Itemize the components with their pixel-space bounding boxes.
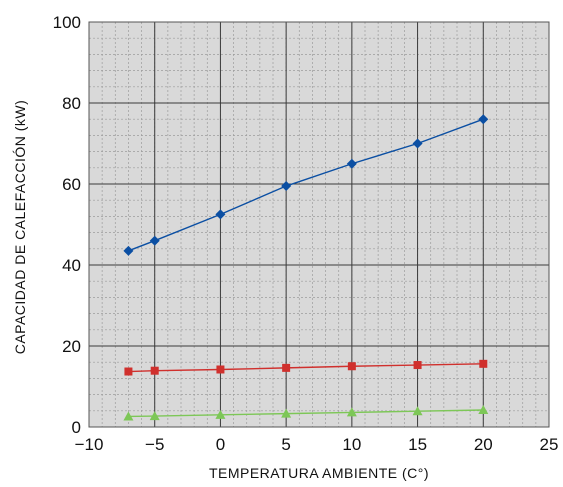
y-tick-label: 40 bbox=[62, 256, 81, 275]
data-point bbox=[215, 209, 226, 220]
data-point bbox=[281, 181, 292, 192]
y-tick-label: 60 bbox=[62, 175, 81, 194]
y-axis-label: CAPACIDAD DE CALEFACCIÓN (kW) bbox=[12, 100, 28, 355]
x-tick-label: 15 bbox=[408, 435, 427, 454]
y-tick-label: 80 bbox=[62, 94, 81, 113]
data-point bbox=[347, 362, 356, 371]
x-tick-label: 25 bbox=[540, 435, 559, 454]
data-point bbox=[123, 411, 134, 421]
series-3 bbox=[123, 404, 489, 421]
series-layer bbox=[123, 114, 489, 421]
plot-frame bbox=[88, 21, 550, 428]
data-point bbox=[478, 404, 489, 414]
y-tick-labels: 0 20 40 60 80 100 bbox=[53, 13, 81, 437]
x-tick-label: −10 bbox=[75, 435, 104, 454]
x-tick-labels: −10 −5 0 5 10 15 20 25 bbox=[75, 435, 559, 454]
data-point bbox=[215, 409, 226, 419]
data-point bbox=[149, 235, 160, 246]
x-tick-label: 0 bbox=[216, 435, 225, 454]
data-point bbox=[150, 366, 159, 375]
data-point bbox=[149, 411, 160, 421]
x-tick-label: 10 bbox=[342, 435, 361, 454]
data-point bbox=[479, 359, 488, 368]
x-axis-label: TEMPERATURA AMBIENTE (C°) bbox=[209, 465, 429, 481]
y-tick-label: 20 bbox=[62, 337, 81, 356]
data-point bbox=[124, 367, 133, 376]
data-point bbox=[281, 408, 292, 418]
data-point bbox=[216, 365, 225, 374]
data-point bbox=[346, 158, 357, 169]
y-tick-label: 100 bbox=[53, 13, 81, 32]
y-tick-label: 0 bbox=[72, 418, 81, 437]
series-2 bbox=[124, 359, 488, 376]
x-tick-label: 20 bbox=[474, 435, 493, 454]
data-point bbox=[478, 114, 489, 125]
x-tick-label: −5 bbox=[145, 435, 164, 454]
plot-background bbox=[89, 22, 549, 427]
data-point bbox=[413, 361, 422, 370]
data-point bbox=[412, 138, 423, 149]
series-1 bbox=[123, 114, 489, 256]
data-point bbox=[282, 363, 291, 372]
data-point bbox=[412, 406, 423, 416]
data-point bbox=[123, 245, 134, 256]
data-point bbox=[346, 407, 357, 417]
x-tick-label: 5 bbox=[281, 435, 290, 454]
